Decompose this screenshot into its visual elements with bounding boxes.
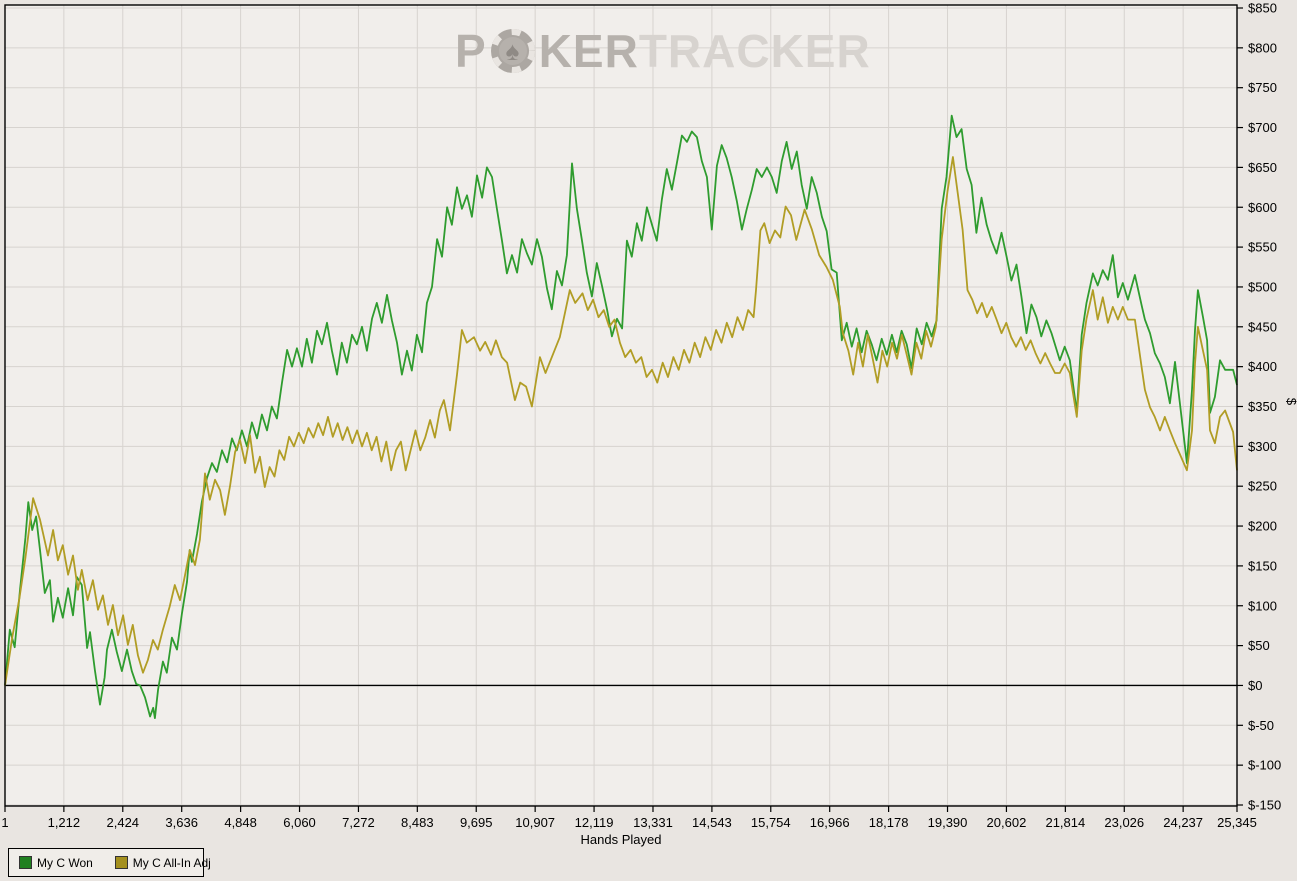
plot-border (4, 4, 1238, 807)
x-axis-title: Hands Played (580, 832, 662, 847)
y-axis-title: $ (1284, 398, 1297, 405)
y-tick-label: $200 (1248, 519, 1277, 534)
legend-swatch-my-c-won (19, 856, 32, 869)
legend-label-my-c-all-in-adj: My C All-In Adj (132, 855, 211, 870)
x-tick-label: 24,237 (1163, 815, 1203, 830)
x-tick-label: 7,272 (342, 815, 375, 830)
x-tick-label: 25,345 (1217, 815, 1257, 830)
x-tick-label: 16,966 (810, 815, 850, 830)
x-tick-label: 15,754 (751, 815, 791, 830)
y-tick-label: $-50 (1248, 718, 1274, 733)
x-tick-label: 21,814 (1045, 815, 1085, 830)
y-tick-label: $650 (1248, 160, 1277, 175)
y-tick-label: $800 (1248, 40, 1277, 55)
legend: My C Won My C All-In Adj (8, 848, 211, 877)
x-tick-label: 1 (1, 815, 8, 830)
y-tick-label: $500 (1248, 279, 1277, 294)
y-tick-label: $150 (1248, 558, 1277, 573)
y-tick-label: $300 (1248, 439, 1277, 454)
x-tick-label: 19,390 (928, 815, 968, 830)
x-tick-label: 6,060 (283, 815, 316, 830)
x-tick-label: 20,602 (987, 815, 1027, 830)
x-tick-label: 13,331 (633, 815, 673, 830)
y-tick-label: $600 (1248, 200, 1277, 215)
y-tick-label: $100 (1248, 598, 1277, 613)
y-tick-label: $250 (1248, 479, 1277, 494)
y-tick-label: $350 (1248, 399, 1277, 414)
y-tick-label: $-150 (1248, 798, 1281, 813)
legend-item-my-c-all-in-adj: My C All-In Adj (114, 855, 211, 870)
y-tick-label: $450 (1248, 319, 1277, 334)
x-tick-label: 8,483 (401, 815, 434, 830)
y-tick-label: $750 (1248, 80, 1277, 95)
y-tick-label: $0 (1248, 678, 1262, 693)
y-tick-label: $400 (1248, 359, 1277, 374)
y-tick-label: $850 (1248, 1, 1277, 16)
legend-swatch-my-c-all-in-adj (114, 856, 128, 869)
x-tick-label: 23,026 (1104, 815, 1144, 830)
y-tick-label: $-100 (1248, 758, 1281, 773)
x-tick-label: 3,636 (165, 815, 198, 830)
x-tick-label: 1,212 (48, 815, 81, 830)
x-tick-label: 2,424 (107, 815, 140, 830)
y-tick-label: $50 (1248, 638, 1270, 653)
x-tick-label: 9,695 (460, 815, 493, 830)
legend-label-my-c-won: My C Won (37, 855, 93, 870)
series-line-1 (4, 156, 1238, 686)
axis-labels: $850 $800 $750 $700 $650 $600 $550 $500 $450 $400… (1, 1, 1281, 831)
plot-area (5, 5, 1237, 806)
x-tick-label: 18,178 (869, 815, 909, 830)
y-tick-label: $700 (1248, 120, 1277, 135)
x-tick-label: 12,119 (575, 815, 614, 830)
x-tick-label: 4,848 (224, 815, 257, 830)
x-tick-label: 14,543 (692, 815, 732, 830)
legend-item-my-c-won: My C Won (19, 856, 93, 870)
x-tick-label: 10,907 (515, 815, 555, 830)
y-tick-label: $550 (1248, 240, 1277, 255)
